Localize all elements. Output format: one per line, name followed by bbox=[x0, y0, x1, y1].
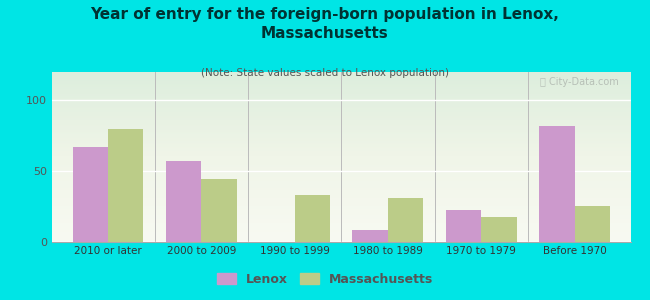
Text: ⓘ City-Data.com: ⓘ City-Data.com bbox=[540, 77, 619, 87]
Bar bbox=[446, 210, 481, 242]
Bar bbox=[108, 128, 144, 242]
Text: (Note: State values scaled to Lenox population): (Note: State values scaled to Lenox popu… bbox=[201, 68, 449, 77]
Bar bbox=[73, 147, 108, 242]
Legend: Lenox, Massachusetts: Lenox, Massachusetts bbox=[212, 268, 438, 291]
Text: Year of entry for the foreign-born population in Lenox,
Massachusetts: Year of entry for the foreign-born popul… bbox=[90, 8, 560, 41]
Bar bbox=[481, 218, 517, 242]
Bar bbox=[166, 161, 202, 242]
Bar bbox=[352, 230, 388, 242]
Bar bbox=[539, 126, 575, 242]
Bar bbox=[202, 179, 237, 242]
Bar bbox=[294, 195, 330, 242]
Bar bbox=[575, 206, 610, 242]
Bar bbox=[388, 198, 423, 242]
